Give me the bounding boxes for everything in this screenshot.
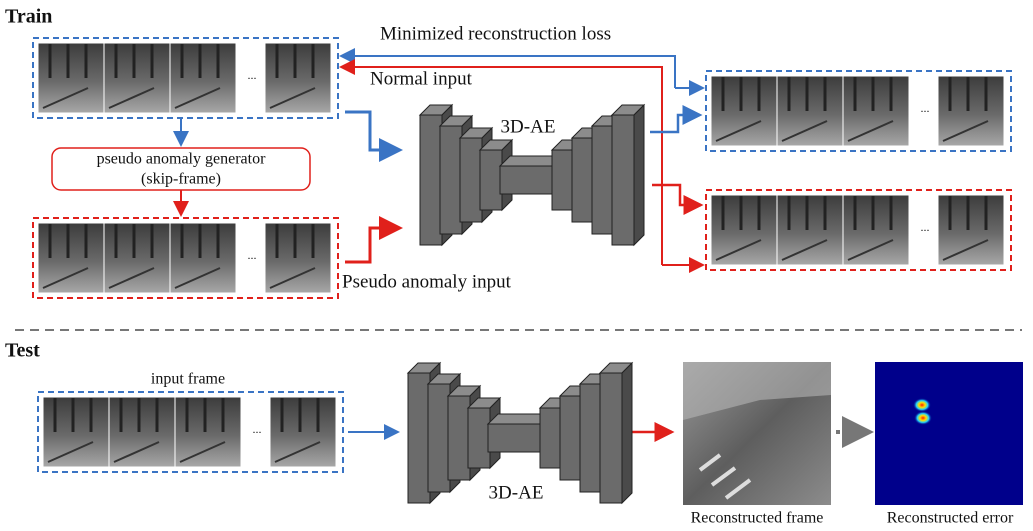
normal-input-label: Normal input [370, 68, 473, 89]
diagram: Train Minimized reconstruction loss Norm… [0, 0, 1033, 531]
error-hotspot [914, 411, 932, 425]
frame [843, 195, 909, 265]
frame [170, 43, 236, 113]
frame [170, 223, 236, 293]
ellipsis: ... [921, 101, 930, 115]
frame [270, 397, 336, 467]
frame [265, 43, 331, 113]
frame [38, 223, 104, 293]
ae-layer [634, 105, 644, 245]
model-label: 3D-AE [489, 482, 544, 503]
ellipsis: ... [248, 68, 257, 82]
pseudo-input-label: Pseudo anomaly input [342, 271, 512, 292]
frame [711, 195, 777, 265]
ellipsis: ... [921, 220, 930, 234]
test-title: Test [5, 340, 40, 362]
ae-layer [480, 150, 502, 210]
ae-layer [592, 126, 614, 234]
reconstructed-frame-label: Reconstructed frame [691, 510, 824, 527]
generator-label: (skip-frame) [141, 171, 221, 188]
train-title: Train [5, 6, 52, 28]
ae-layer [612, 115, 634, 245]
reconstructed-error-label: Reconstructed error [887, 510, 1014, 527]
ae-layer [500, 166, 552, 194]
loss-label: Minimized reconstruction loss [380, 23, 611, 44]
frame [711, 76, 777, 146]
reconstructed-error-image [875, 362, 1023, 505]
ellipsis: ... [248, 248, 257, 262]
frame [265, 223, 331, 293]
ae-layer [468, 408, 490, 468]
ae-layer [440, 126, 462, 234]
frame [104, 223, 170, 293]
input-frame-label: input frame [151, 371, 225, 388]
ae-layer [622, 363, 632, 503]
ae-layer [448, 396, 470, 480]
ae-layer [552, 150, 574, 210]
frame [938, 76, 1004, 146]
ae-layer [420, 115, 442, 245]
ae-layer [600, 373, 622, 503]
ae-layer [428, 384, 450, 492]
frame [43, 397, 109, 467]
ae-layer [560, 396, 582, 480]
generator-label: pseudo anomaly generator [97, 151, 267, 168]
frame [777, 195, 843, 265]
frame [175, 397, 241, 467]
error-hotspot [913, 398, 931, 412]
ae-layer [408, 373, 430, 503]
ae-layer [580, 384, 602, 492]
model-label: 3D-AE [501, 116, 556, 137]
frame [104, 43, 170, 113]
frame [843, 76, 909, 146]
frame [777, 76, 843, 146]
frame [38, 43, 104, 113]
frame [938, 195, 1004, 265]
ae-layer [488, 424, 540, 452]
ellipsis: ... [253, 422, 262, 436]
ae-layer [460, 138, 482, 222]
frame [109, 397, 175, 467]
ae-layer [572, 138, 594, 222]
ae-layer [540, 408, 562, 468]
